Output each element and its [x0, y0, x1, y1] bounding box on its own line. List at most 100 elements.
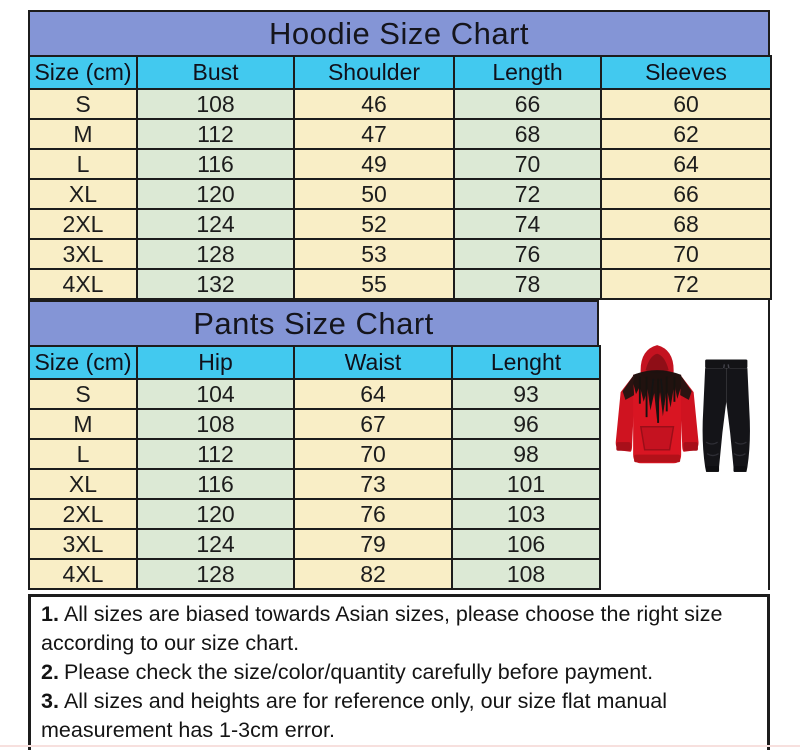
value-cell: 73 [293, 468, 453, 500]
note-1-text: All sizes are biased towards Asian sizes… [41, 602, 723, 655]
value-cell: 124 [136, 528, 295, 560]
column-header: Length [453, 55, 602, 90]
size-label-cell: 2XL [28, 208, 138, 240]
value-cell: 108 [136, 408, 295, 440]
size-label-cell: 4XL [28, 268, 138, 300]
column-header: Bust [136, 55, 295, 90]
table-row: XL 116 73 101 [28, 468, 601, 500]
value-cell: 79 [293, 528, 453, 560]
table-row: L 116 49 70 64 [28, 148, 772, 180]
value-cell: 120 [136, 178, 295, 210]
notes-box: 1. All sizes are biased towards Asian siz… [28, 594, 770, 750]
value-cell: 108 [451, 558, 601, 590]
value-cell: 53 [293, 238, 455, 270]
size-label-cell: L [28, 148, 138, 180]
hoodie-header-row: Size (cm) Bust Shoulder Length Sleeves [28, 55, 772, 90]
value-cell: 74 [453, 208, 602, 240]
value-cell: 70 [453, 148, 602, 180]
value-cell: 47 [293, 118, 455, 150]
table-row: S 104 64 93 [28, 378, 601, 410]
size-label-cell: S [28, 88, 138, 120]
size-label-cell: XL [28, 178, 138, 210]
value-cell: 76 [293, 498, 453, 530]
value-cell: 50 [293, 178, 455, 210]
value-cell: 72 [600, 268, 772, 300]
value-cell: 67 [293, 408, 453, 440]
note-1-number: 1. [41, 602, 59, 626]
value-cell: 116 [136, 468, 295, 500]
value-cell: 46 [293, 88, 455, 120]
hoodie-size-chart-section: Hoodie Size Chart Size (cm) Bust Shoulder L… [28, 10, 772, 300]
value-cell: 128 [136, 558, 295, 590]
size-label-cell: 3XL [28, 238, 138, 270]
table-row: 2XL 124 52 74 68 [28, 208, 772, 240]
value-cell: 82 [293, 558, 453, 590]
value-cell: 104 [136, 378, 295, 410]
table-row: M 108 67 96 [28, 408, 601, 440]
column-header: Shoulder [293, 55, 455, 90]
table-row: M 112 47 68 62 [28, 118, 772, 150]
value-cell: 66 [453, 88, 602, 120]
value-cell: 64 [293, 378, 453, 410]
value-cell: 78 [453, 268, 602, 300]
pants-chart-title: Pants Size Chart [28, 300, 599, 347]
size-chart-content: Hoodie Size Chart Size (cm) Bust Shoulder L… [28, 10, 772, 750]
value-cell: 55 [293, 268, 455, 300]
table-row: 3XL 124 79 106 [28, 528, 601, 560]
value-cell: 132 [136, 268, 295, 300]
value-cell: 64 [600, 148, 772, 180]
column-header: Size (cm) [28, 345, 138, 380]
product-photo [601, 300, 770, 590]
note-2-text: Please check the size/color/quantity car… [63, 660, 654, 684]
value-cell: 128 [136, 238, 295, 270]
hoodie-size-table: Size (cm) Bust Shoulder Length Sleeves S 108 4… [28, 55, 772, 300]
note-3: 3. All sizes and heights are for referenc… [41, 687, 757, 745]
value-cell: 93 [451, 378, 601, 410]
pants-header-row: Size (cm) Hip Waist Lenght [28, 345, 601, 380]
value-cell: 62 [600, 118, 772, 150]
note-2-number: 2. [41, 660, 59, 684]
size-label-cell: 2XL [28, 498, 138, 530]
table-row: 2XL 120 76 103 [28, 498, 601, 530]
value-cell: 106 [451, 528, 601, 560]
pants-size-table: Size (cm) Hip Waist Lenght S 104 64 93 M 108 67 96… [28, 345, 601, 590]
column-header: Lenght [451, 345, 601, 380]
value-cell: 70 [293, 438, 453, 470]
value-cell: 112 [136, 438, 295, 470]
value-cell: 68 [453, 118, 602, 150]
table-row: XL 120 50 72 66 [28, 178, 772, 210]
value-cell: 101 [451, 468, 601, 500]
image-edge-artifact [0, 745, 800, 747]
size-label-cell: 3XL [28, 528, 138, 560]
size-label-cell: L [28, 438, 138, 470]
size-label-cell: S [28, 378, 138, 410]
value-cell: 103 [451, 498, 601, 530]
hoodie-and-pants-image [615, 345, 750, 472]
value-cell: 70 [600, 238, 772, 270]
table-row: 4XL 132 55 78 72 [28, 268, 772, 300]
column-header: Waist [293, 345, 453, 380]
note-2: 2. Please check the size/color/quantity c… [41, 658, 757, 687]
value-cell: 124 [136, 208, 295, 240]
size-label-cell: XL [28, 468, 138, 500]
value-cell: 98 [451, 438, 601, 470]
pants-size-chart-section: Pants Size Chart Size (cm) Hip Waist Lenght… [28, 300, 601, 590]
note-3-text: All sizes and heights are for reference … [41, 689, 668, 742]
note-1: 1. All sizes are biased towards Asian siz… [41, 600, 757, 658]
value-cell: 72 [453, 178, 602, 210]
size-label-cell: M [28, 408, 138, 440]
table-row: 3XL 128 53 76 70 [28, 238, 772, 270]
table-row: S 108 46 66 60 [28, 88, 772, 120]
size-label-cell: M [28, 118, 138, 150]
column-header: Hip [136, 345, 295, 380]
value-cell: 52 [293, 208, 455, 240]
table-row: 4XL 128 82 108 [28, 558, 601, 590]
table-row: L 112 70 98 [28, 438, 601, 470]
hoodie-graphic [615, 345, 699, 464]
column-header: Sleeves [600, 55, 772, 90]
value-cell: 49 [293, 148, 455, 180]
value-cell: 120 [136, 498, 295, 530]
value-cell: 60 [600, 88, 772, 120]
pants-row: Pants Size Chart Size (cm) Hip Waist Lenght… [28, 300, 770, 590]
